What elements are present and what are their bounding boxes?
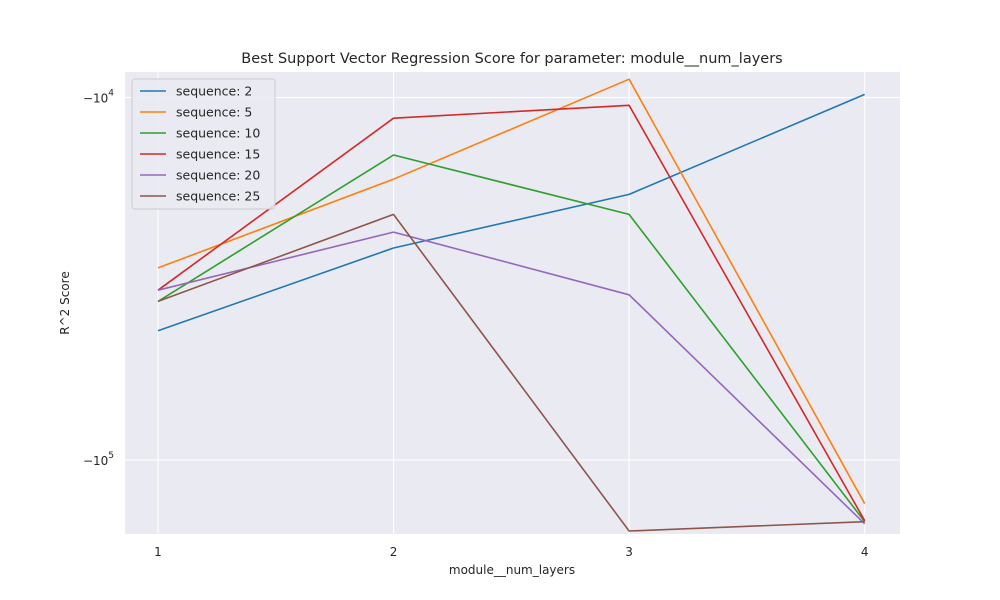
y-tick-label: −104	[83, 89, 114, 106]
legend-label-3: sequence: 15	[176, 147, 260, 162]
x-axis-label: module__num_layers	[449, 563, 575, 577]
x-tick-label: 4	[861, 545, 869, 559]
series-lines	[157, 78, 866, 532]
legend-label-1: sequence: 5	[176, 105, 252, 120]
legend-label-4: sequence: 20	[176, 168, 260, 183]
series-line-4	[157, 231, 866, 525]
series-line-3	[157, 104, 866, 522]
legend-frame	[131, 78, 276, 210]
legend-label-5: sequence: 25	[176, 189, 260, 204]
series-line-1	[157, 78, 866, 505]
x-tick-label: 3	[625, 545, 633, 559]
legend: sequence: 2 sequence: 5 sequence: 10 sequen…	[131, 78, 276, 210]
y-axis-label: R^2 Score	[58, 271, 72, 334]
y-tick-label: −105	[83, 451, 114, 468]
x-tick-label: 2	[390, 545, 398, 559]
y-tick-labels: −104 −105	[83, 89, 114, 468]
x-tick-labels: 1 2 3 4	[154, 545, 868, 559]
chart-title: Best Support Vector Regression Score for…	[241, 51, 782, 67]
x-tick-label: 1	[154, 545, 162, 559]
series-line-0	[157, 93, 866, 332]
series-line-5	[157, 213, 865, 532]
legend-label-0: sequence: 2	[176, 84, 252, 99]
series-line-2	[157, 154, 866, 523]
legend-label-2: sequence: 10	[176, 126, 260, 141]
